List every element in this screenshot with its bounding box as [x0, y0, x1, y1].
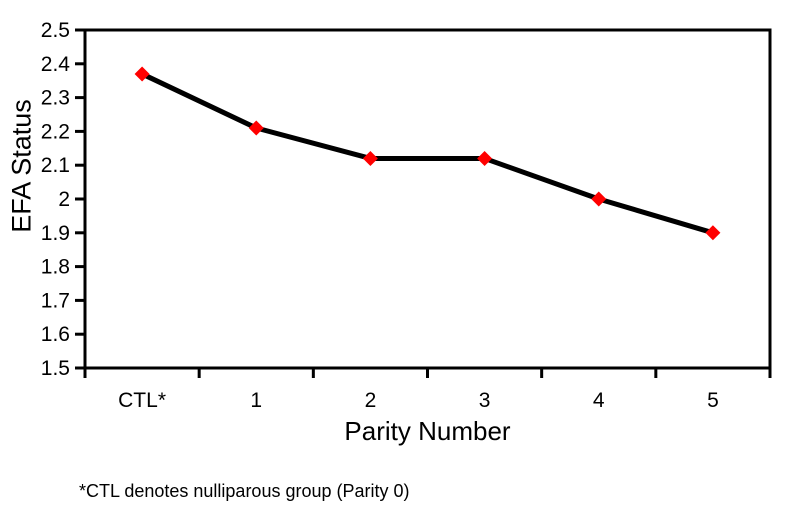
data-point-marker — [362, 150, 378, 166]
y-tick-label: 1.5 — [41, 357, 70, 380]
x-tick-label: 4 — [593, 389, 605, 412]
y-tick-label: 1.8 — [41, 256, 70, 279]
x-tick-label: CTL* — [118, 389, 166, 412]
x-tick-label: 1 — [250, 389, 262, 412]
x-tick-label: 2 — [365, 389, 377, 412]
y-tick-label: 2.2 — [41, 120, 70, 143]
y-tick-label: 2.5 — [41, 19, 70, 42]
y-axis-title: EFA Status — [6, 99, 37, 233]
x-tick-label: 5 — [707, 389, 719, 412]
y-tick-label: 2 — [58, 188, 70, 211]
data-line — [139, 71, 716, 236]
y-tick-label: 1.9 — [41, 222, 70, 245]
y-tick-label: 1.7 — [41, 289, 70, 312]
data-point-marker — [591, 191, 607, 207]
data-point-marker — [477, 150, 493, 166]
chart-footnote: *CTL denotes nulliparous group (Parity 0… — [79, 481, 410, 501]
y-tick-label: 2.1 — [41, 154, 70, 177]
x-axis-title: Parity Number — [344, 416, 511, 446]
y-tick-label: 2.4 — [41, 53, 71, 76]
data-point-marker — [248, 120, 264, 136]
plot-frame — [83, 28, 772, 370]
data-point-marker — [705, 225, 721, 241]
x-tick-label: 3 — [479, 389, 491, 412]
y-tick-label: 2.3 — [41, 87, 70, 110]
y-tick-label: 1.6 — [41, 323, 70, 346]
data-point-marker — [134, 66, 150, 82]
